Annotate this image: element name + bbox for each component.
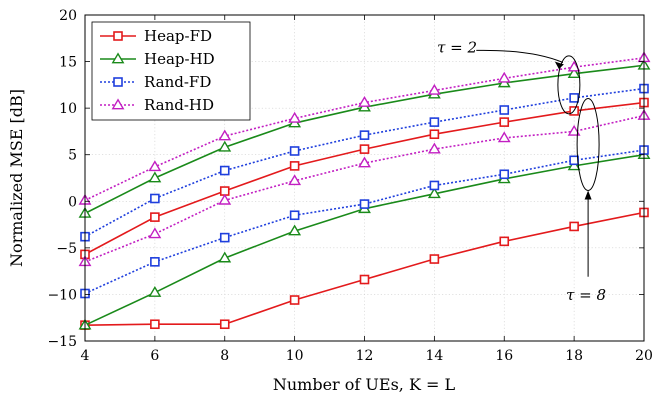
data-point	[218, 129, 232, 141]
x-tick-label: 8	[220, 348, 229, 364]
data-point	[567, 159, 581, 171]
tau8-arrowhead	[584, 190, 592, 200]
data-point	[148, 227, 162, 239]
data-point	[427, 142, 441, 154]
data-point	[499, 117, 510, 127]
data-point	[359, 144, 370, 154]
data-point	[150, 319, 160, 330]
data-point	[288, 224, 302, 236]
legend-label: Heap-HD	[144, 50, 215, 68]
data-point	[427, 187, 441, 199]
data-point	[219, 165, 230, 176]
x-tick-label: 10	[286, 348, 304, 364]
data-point	[218, 140, 232, 152]
series-heap-hd-tau2	[78, 58, 651, 218]
x-tick-label: 20	[635, 348, 653, 364]
data-point	[569, 155, 579, 166]
data-point	[497, 131, 511, 143]
data-point	[289, 295, 300, 305]
y-tick-label: −5	[56, 241, 77, 257]
data-point	[288, 174, 302, 186]
legend-label: Rand-FD	[144, 73, 211, 91]
data-point	[218, 251, 232, 263]
x-tick-label: 16	[495, 348, 513, 364]
data-point	[150, 257, 160, 267]
data-point	[429, 117, 440, 127]
data-point	[148, 171, 162, 183]
data-point	[358, 95, 371, 107]
tau2-arrow	[476, 49, 564, 63]
y-tick-label: −10	[47, 287, 77, 303]
legend-swatch-marker	[111, 98, 125, 110]
legend-item-heap-fd: Heap-FD	[100, 27, 212, 45]
data-point	[567, 124, 581, 136]
x-tick-label: 4	[81, 348, 90, 364]
legend-label: Heap-FD	[144, 27, 212, 45]
legend-swatch-marker	[111, 52, 125, 64]
data-point	[289, 146, 300, 156]
x-axis-label: Number of UEs, K = L	[273, 375, 456, 394]
legend-swatch-marker	[113, 77, 123, 87]
data-point	[499, 169, 510, 180]
y-tick-label: 10	[59, 101, 77, 117]
data-point	[289, 161, 300, 171]
data-point	[429, 180, 440, 191]
data-point	[288, 111, 302, 123]
x-tick-label: 18	[565, 348, 583, 364]
legend-label: Rand-HD	[144, 96, 214, 114]
data-point	[150, 212, 160, 222]
tau2-ellipse	[557, 55, 581, 115]
data-point	[359, 274, 370, 285]
data-point	[219, 319, 230, 330]
data-point	[218, 193, 232, 205]
tau2-arrowhead	[554, 61, 564, 70]
data-point	[429, 129, 440, 140]
data-point	[499, 236, 510, 247]
data-point	[429, 254, 440, 264]
data-point	[150, 193, 160, 204]
data-point	[148, 285, 162, 297]
x-tick-label: 12	[356, 348, 374, 364]
data-point	[567, 60, 581, 72]
data-point	[219, 232, 230, 243]
y-tick-label: 15	[59, 55, 77, 71]
x-tick-label: 14	[425, 348, 443, 364]
data-point	[499, 105, 510, 115]
legend-item-rand-hd: Rand-HD	[100, 96, 214, 114]
y-tick-label: 0	[68, 194, 77, 210]
y-tick-label: −15	[47, 334, 77, 350]
data-point	[359, 130, 370, 140]
tau8-label: τ = 8	[566, 286, 606, 304]
legend-item-rand-fd: Rand-FD	[100, 73, 211, 91]
y-tick-label: 5	[68, 148, 77, 164]
legend-swatch-marker	[113, 31, 123, 41]
legend-item-heap-hd: Heap-HD	[100, 50, 215, 68]
x-tick-label: 6	[150, 348, 159, 364]
data-point	[359, 199, 370, 209]
series-line	[84, 149, 645, 295]
tau2-label: τ = 2	[437, 39, 477, 57]
data-point	[569, 221, 579, 232]
data-point	[289, 210, 300, 221]
data-point	[567, 67, 581, 79]
y-axis-label: Normalized MSE [dB]	[7, 89, 26, 267]
legend: Heap-FD Heap-HD Rand-FD Rand-HD	[91, 21, 251, 121]
data-point	[427, 83, 441, 95]
y-tick-label: 20	[59, 8, 77, 24]
series-line	[84, 87, 645, 238]
data-point	[497, 71, 511, 83]
axis-ticks: 4 6 8 10 12 14 16 18 20 −15 −10 −5 0 5 10 15 20	[47, 8, 652, 364]
data-point	[358, 156, 371, 168]
data-point	[569, 93, 579, 103]
annotations: τ = 2 τ = 8	[437, 39, 606, 304]
series-rand-hd-tau8	[78, 109, 651, 267]
data-point	[148, 160, 162, 172]
